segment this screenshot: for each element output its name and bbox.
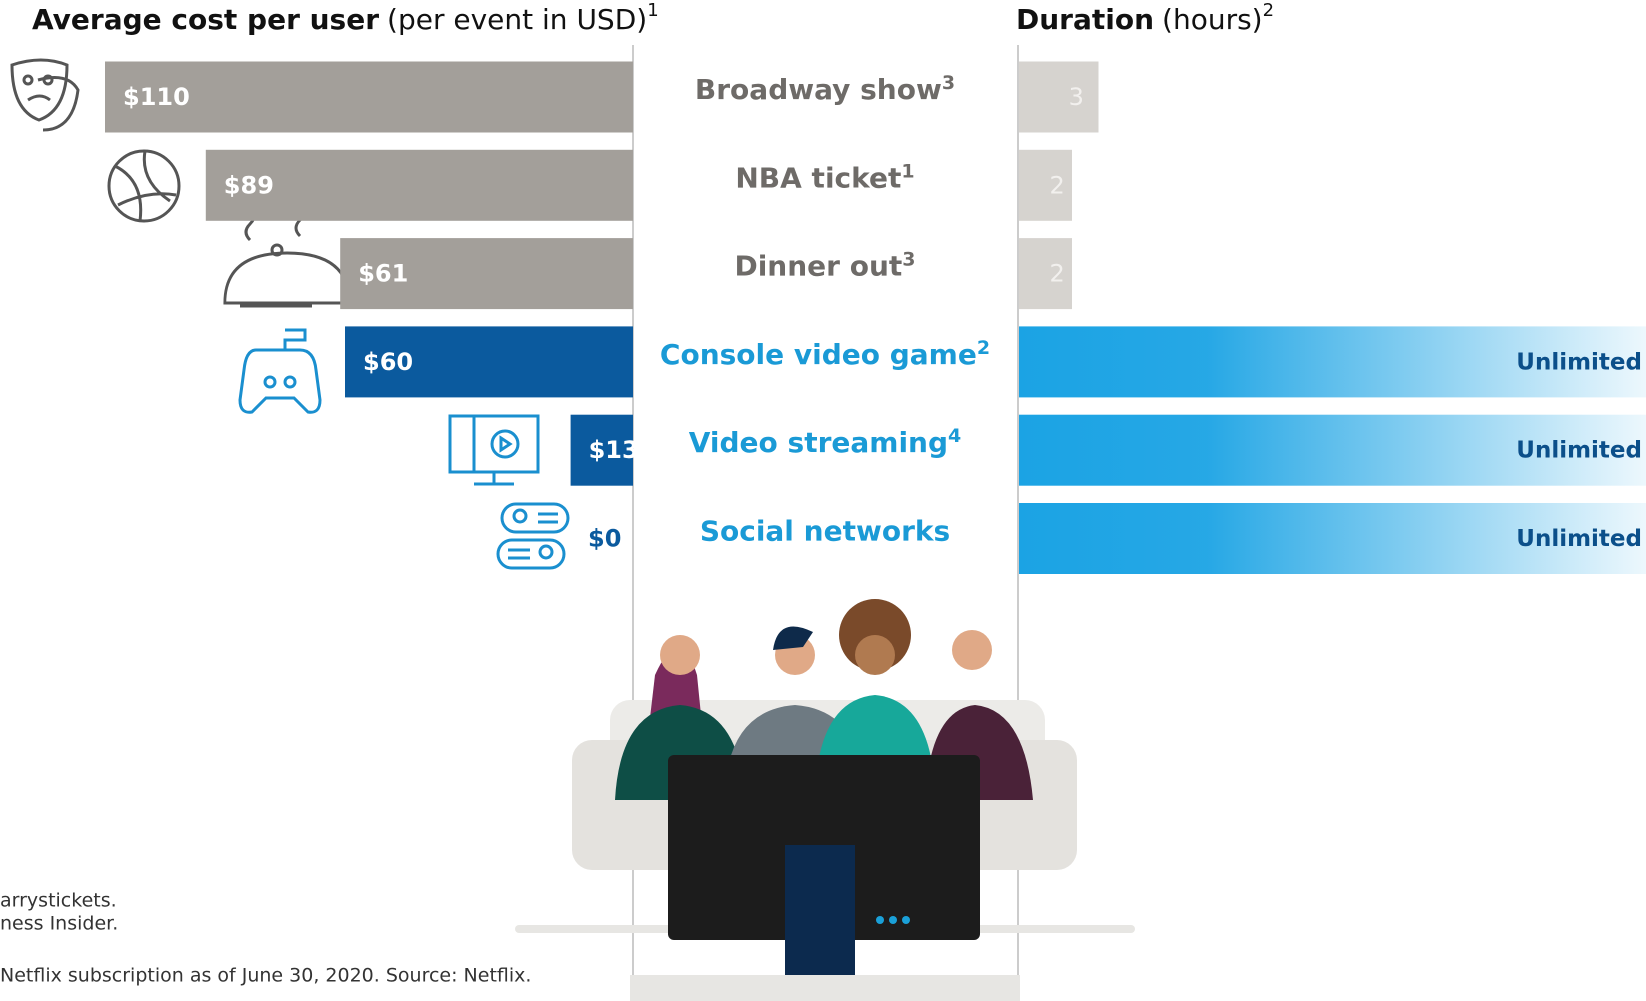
- cost-bar: [205, 149, 634, 221]
- cost-title: Average cost per user (per event in USD)1: [32, 0, 659, 36]
- category-name: Video streaming: [689, 426, 948, 459]
- cost-title-main: Average cost per user: [32, 3, 379, 36]
- footnote: Netflix subscription as of June 30, 2020…: [0, 965, 531, 987]
- duration-label: Unlimited: [1516, 438, 1642, 464]
- duration-bar: [1019, 238, 1072, 310]
- cost-label: $110: [123, 83, 190, 111]
- category-name: Social networks: [700, 515, 950, 548]
- cost-note: 1: [647, 0, 658, 21]
- category-name: Broadway show: [695, 73, 942, 106]
- duration-bar: [1019, 149, 1072, 221]
- duration-label: 2: [1050, 171, 1065, 199]
- category-label: Video streaming4: [689, 425, 962, 460]
- category-note: 3: [902, 248, 915, 270]
- duration-label: 3: [1069, 83, 1084, 111]
- category-label: Dinner out3: [734, 248, 915, 283]
- category-note: 2: [977, 336, 990, 358]
- duration-note: 2: [1263, 0, 1274, 21]
- category-name: NBA ticket: [735, 161, 901, 194]
- category-note: 1: [901, 160, 914, 182]
- cost-label: $0: [588, 525, 621, 553]
- category-label: Console video game2: [660, 336, 990, 371]
- category-note: 3: [942, 72, 955, 94]
- category-name: Dinner out: [734, 250, 902, 283]
- duration-title: Duration (hours)2: [1016, 0, 1274, 36]
- cost-subtitle: (per event in USD): [387, 3, 647, 36]
- cost-label: $89: [224, 171, 274, 199]
- duration-bar: [1019, 503, 1646, 574]
- cost-bar: [570, 414, 633, 486]
- icons: [10, 58, 570, 570]
- duration-title-main: Duration: [1016, 3, 1154, 36]
- duration-label: Unlimited: [1516, 349, 1642, 375]
- category-label: Broadway show3: [695, 72, 955, 107]
- category-label: NBA ticket1: [735, 160, 914, 195]
- category-note: 4: [948, 425, 961, 447]
- cost-bar: [345, 326, 633, 398]
- footnote: ness Insider.: [0, 913, 118, 935]
- duration-bar: [1019, 326, 1646, 398]
- duration-subtitle: (hours): [1162, 3, 1263, 36]
- duration-bar: [1019, 61, 1099, 133]
- duration-label: Unlimited: [1516, 526, 1642, 552]
- illustration: [515, 599, 1135, 1001]
- cost-bar: [105, 61, 633, 133]
- duration-bar: [1019, 414, 1646, 486]
- footnote: arrystickets.: [0, 890, 117, 912]
- duration-label: 2: [1050, 260, 1065, 288]
- category-label: Social networks: [700, 515, 950, 548]
- category-name: Console video game: [660, 338, 977, 371]
- cost-label: $60: [363, 348, 413, 376]
- cost-label: $61: [358, 260, 408, 288]
- cost-label: $13: [589, 436, 639, 464]
- cost-bar: [340, 238, 633, 310]
